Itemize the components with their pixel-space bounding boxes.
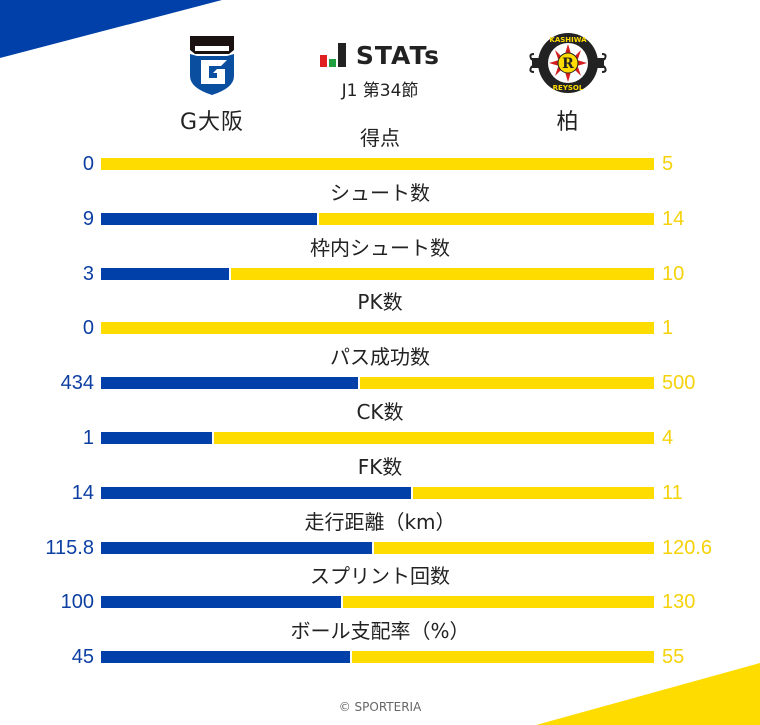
away-bar-segment	[343, 596, 654, 609]
copyright-credit: © SPORTERIA	[338, 700, 422, 714]
stat-label: パス成功数	[330, 345, 430, 370]
round-label: J1 第34節	[341, 81, 419, 101]
stat-row: FK数 14 11	[0, 454, 760, 509]
away-value: 1	[662, 317, 674, 340]
stat-label: スプリント回数	[310, 564, 450, 589]
away-value: 5	[662, 153, 674, 175]
away-value: 4	[662, 426, 674, 449]
away-bar-segment	[101, 158, 654, 170]
bar-divider	[341, 596, 344, 609]
stats-bars-icon	[319, 43, 346, 67]
home-team: G大阪	[142, 30, 282, 136]
home-value: 1	[82, 426, 94, 449]
stat-label: FK数	[357, 454, 403, 479]
away-bar-segment	[351, 651, 654, 664]
svg-text:REYSOL: REYSOL	[553, 84, 584, 92]
home-value: 14	[71, 481, 94, 504]
home-value: 434	[60, 372, 94, 395]
home-bar-segment	[101, 596, 342, 609]
comparison-bar	[101, 431, 654, 444]
comparison-bar	[101, 541, 654, 554]
home-team-name: G大阪	[179, 110, 245, 135]
svg-text:R: R	[562, 56, 574, 72]
comparison-bar	[101, 212, 654, 225]
home-value: 9	[82, 207, 94, 230]
bar-divider	[371, 541, 374, 554]
home-bar-segment	[101, 541, 372, 554]
home-value: 115.8	[45, 536, 94, 559]
bar-divider	[357, 377, 360, 390]
comparison-bar	[101, 322, 654, 335]
stats-list: 得点 0 5 シュート数 9 14 枠内シュート数 3 10 PK数 0	[0, 125, 760, 673]
stat-row: スプリント回数 100 130	[0, 563, 760, 618]
kashiwa-reysol-logo-icon: R KASHIWA REYSOL	[498, 30, 638, 96]
home-bar-segment	[101, 486, 411, 499]
stat-label: 得点	[360, 126, 400, 150]
home-bar-segment	[101, 651, 350, 664]
comparison-bar	[101, 651, 654, 664]
svg-text:KASHIWA: KASHIWA	[549, 36, 587, 44]
away-bar-segment	[373, 541, 654, 554]
stat-label: PK数	[357, 290, 403, 315]
gamba-osaka-logo-icon	[142, 30, 282, 96]
stat-label: ボール支配率（%）	[290, 619, 470, 644]
bar-divider	[211, 431, 214, 444]
stat-row: 走行距離（km） 115.8 120.6	[0, 509, 760, 564]
bar-divider	[349, 651, 352, 664]
stat-row: 枠内シュート数 3 10	[0, 235, 760, 290]
stat-label: 枠内シュート数	[310, 235, 450, 260]
comparison-bar	[101, 267, 654, 280]
stat-row: 得点 0 5	[0, 125, 760, 180]
home-value: 45	[71, 646, 94, 669]
away-value: 10	[662, 262, 685, 285]
stat-row: CK数 1 4	[0, 399, 760, 454]
away-bar-segment	[230, 267, 654, 280]
stat-label: CK数	[356, 399, 404, 424]
away-bar-segment	[412, 486, 654, 499]
stat-row: シュート数 9 14	[0, 180, 760, 235]
bar-divider	[228, 267, 231, 280]
away-bar-segment	[319, 212, 654, 225]
away-team-name: 柏	[556, 110, 580, 135]
away-team: R KASHIWA REYSOL 柏	[498, 30, 638, 136]
corner-decoration-blue	[0, 0, 222, 58]
comparison-bar	[101, 377, 654, 390]
stat-label: シュート数	[330, 180, 430, 205]
comparison-bar	[101, 486, 654, 499]
header: STATs J1 第34節	[290, 40, 470, 101]
away-value: 11	[662, 481, 683, 504]
away-bar-segment	[213, 431, 654, 444]
home-bar-segment	[101, 212, 318, 225]
away-value: 500	[662, 372, 696, 395]
home-bar-segment	[101, 377, 358, 390]
home-value: 3	[82, 262, 94, 285]
bar-divider	[410, 486, 413, 499]
stat-row: PK数 0 1	[0, 289, 760, 344]
home-value: 0	[82, 317, 94, 340]
away-value: 120.6	[662, 536, 713, 559]
stat-label: 走行距離（km）	[304, 509, 456, 534]
away-value: 130	[662, 591, 696, 614]
away-value: 55	[662, 646, 685, 669]
stats-title: STATs	[290, 40, 470, 70]
stat-row: パス成功数 434 500	[0, 344, 760, 399]
bar-divider	[317, 212, 320, 225]
comparison-bar	[101, 158, 654, 170]
home-bar-segment	[101, 431, 212, 444]
home-bar-segment	[101, 267, 229, 280]
comparison-bar	[101, 596, 654, 609]
corner-decoration-yellow	[536, 663, 760, 725]
home-value: 100	[60, 591, 94, 614]
stats-title-text: STATs	[355, 40, 441, 70]
away-bar-segment	[101, 322, 654, 335]
away-value: 14	[662, 207, 685, 230]
away-bar-segment	[359, 377, 654, 390]
stat-row: ボール支配率（%） 45 55	[0, 618, 760, 673]
home-value: 0	[82, 153, 94, 175]
